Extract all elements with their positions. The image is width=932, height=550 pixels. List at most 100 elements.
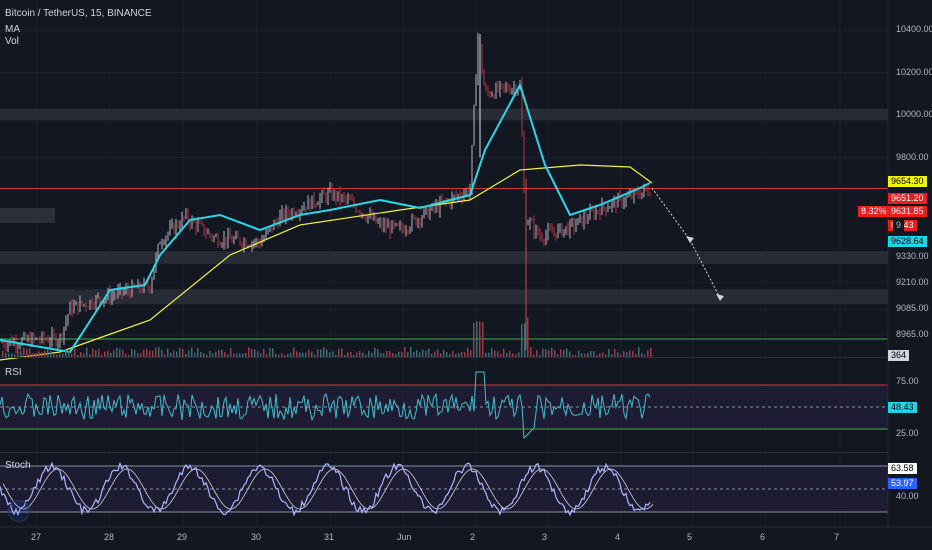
vol-bar-578 [578,350,580,357]
vol-bar-233 [233,353,235,357]
vol-bar-56 [56,354,58,357]
vol-bar-467 [467,347,469,357]
vol-bar-455 [455,353,457,357]
stoch-k-line [0,461,651,517]
vol-bar-146 [146,349,148,357]
vol-bar-419 [419,352,421,357]
price-badge: 9631.85 [888,206,927,217]
vol-bar-5 [5,352,7,357]
vol-bar-476 [476,321,478,357]
vol-bar-479 [479,321,481,357]
vol-bar-569 [569,351,571,357]
vol-bar-557 [557,354,559,357]
vol-bar-50 [50,350,52,357]
vol-bar-632 [632,350,634,357]
vol-bar-491 [491,347,493,357]
vol-bar-83 [83,353,85,357]
vol-bar-362 [362,352,364,357]
vol-bar-503 [503,348,505,357]
vol-bar-266 [266,354,268,357]
vol-bar-530 [530,347,532,357]
vol-bar-296 [296,351,298,357]
vol-bar-68 [68,350,70,357]
vol-bar-368 [368,350,370,357]
vol-bar-281 [281,353,283,357]
vol-bar-560 [560,349,562,357]
rsi-pane-label[interactable]: RSI [5,367,22,378]
vol-bar-209 [209,350,211,357]
vol-bar-392 [392,353,394,357]
zone-left [0,208,55,223]
price-tick-label: 9800.00 [896,151,929,162]
price-tick-label: 10000.00 [896,109,932,120]
vol-bar-494 [494,350,496,357]
vol-bar-527 [527,317,529,357]
vol-bar-191 [191,347,193,357]
vol-bar-581 [581,353,583,357]
zone-1 [0,251,888,264]
vol-bar-401 [401,351,403,357]
rsi-value-badge: 48.43 [888,402,917,413]
time-tick-label: 5 [687,532,693,542]
vol-bar-323 [323,347,325,357]
vol-bar-545 [545,349,547,357]
vol-bar-548 [548,349,550,357]
vol-bar-443 [443,349,445,357]
vol-bar-149 [149,350,151,357]
vol-indicator-label[interactable]: Vol [5,36,19,47]
vol-bar-416 [416,350,418,357]
vol-bar-185 [185,353,187,357]
vol-bar-131 [131,349,133,357]
price-tick-label: 9330.00 [896,251,929,262]
vol-bar-242 [242,353,244,357]
vol-bar-458 [458,352,460,357]
vol-bar-179 [179,348,181,357]
vol-bar-248 [248,347,250,357]
vol-bar-194 [194,352,196,357]
vol-bar-224 [224,352,226,357]
stoch-pane-label[interactable]: Stoch [5,460,31,471]
rsi-tick-label: 25.00 [896,428,919,438]
vol-bar-284 [284,354,286,357]
vol-bar-290 [290,352,292,357]
vol-bar-152 [152,350,154,357]
vol-bar-635 [635,353,637,357]
vol-bar-470 [470,350,472,357]
vol-bar-92 [92,348,94,357]
vol-bar-389 [389,350,391,357]
main-pane-bottom [0,357,888,358]
vol-bar-641 [641,353,643,357]
projection-arrow-1 [686,236,694,243]
vol-bar-317 [317,349,319,357]
symbol-title[interactable]: Bitcoin / TetherUS, 15, BINANCE [5,8,152,19]
vol-bar-116 [116,347,118,357]
vol-bar-596 [596,354,598,357]
ma-fast-line [0,82,651,354]
vol-bar-542 [542,348,544,357]
vol-bar-584 [584,353,586,357]
price-badge: 9628.64 [888,236,927,247]
vol-bar-95 [95,350,97,357]
vol-bar-404 [404,347,406,357]
vol-bar-2 [2,350,4,357]
vol-bar-614 [614,348,616,357]
vol-bar-326 [326,349,328,357]
vol-bar-125 [125,353,127,357]
vol-bar-245 [245,352,247,357]
ma-indicator-label[interactable]: MA [5,24,20,35]
vol-bar-638 [638,347,640,357]
vol-bar-206 [206,354,208,357]
vol-bar-14 [14,354,16,357]
vol-bar-107 [107,350,109,357]
time-tick-label: 2 [470,532,476,542]
vol-bar-437 [437,349,439,357]
vol-bar-161 [161,349,163,357]
vol-bar-86 [86,347,88,357]
price-badge: 364 [888,350,910,361]
zone-2 [0,289,888,305]
vol-bar-611 [611,354,613,357]
vol-bar-260 [260,353,262,357]
vol-bar-41 [41,352,43,357]
time-tick-label: 30 [251,532,262,542]
